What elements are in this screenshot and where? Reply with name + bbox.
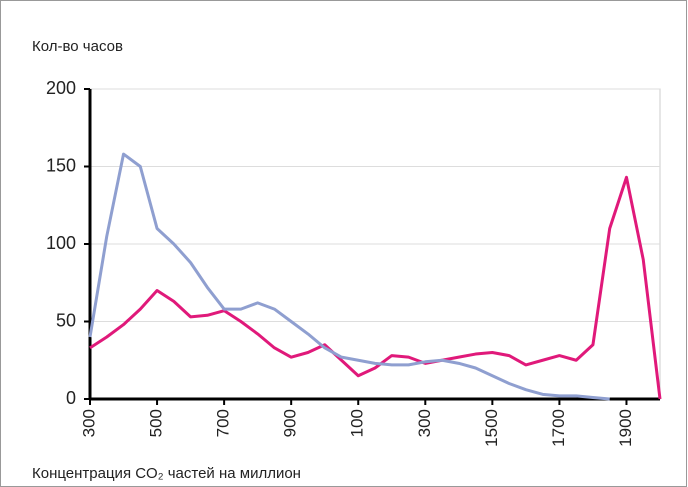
y-axis-label: Кол-во часов (32, 38, 123, 55)
x-tick-label: 900 (281, 409, 300, 437)
y-tick-label: 100 (46, 233, 76, 253)
y-tick-label: 200 (46, 78, 76, 98)
x-axis-label: Концентрация CO₂ частей на миллион (32, 465, 301, 482)
x-tick-label: 1500 (482, 409, 501, 447)
x-tick-label: 1900 (616, 409, 635, 447)
y-tick-label: 150 (46, 155, 76, 175)
x-tick-label: 300 (79, 409, 98, 437)
x-tick-label: 100 (348, 409, 367, 437)
x-tick-label: 700 (214, 409, 233, 437)
x-tick-label: 1700 (549, 409, 568, 447)
x-tick-label: 500 (147, 409, 166, 437)
y-tick-label: 0 (66, 388, 76, 408)
y-tick-label: 50 (56, 310, 76, 330)
series-line (88, 152, 610, 401)
series-line (89, 175, 662, 400)
x-tick-label: 300 (415, 409, 434, 437)
